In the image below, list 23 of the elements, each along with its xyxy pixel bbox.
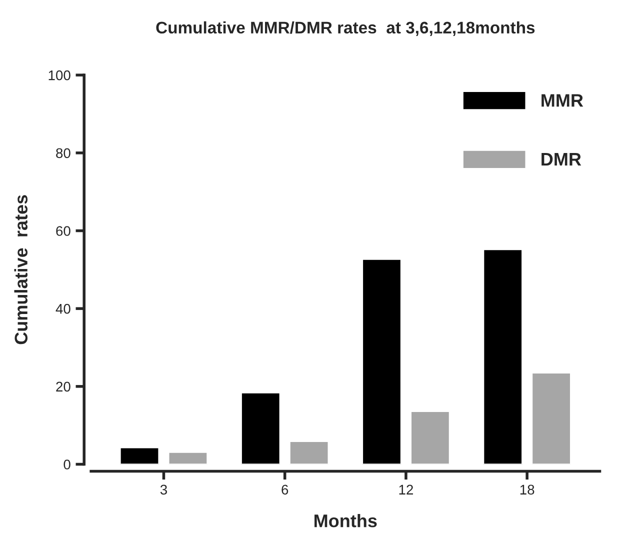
y-tick-label: 100 bbox=[48, 70, 70, 80]
x-tick-label: 6 bbox=[282, 484, 288, 495]
y-axis-title: Cumulative rates bbox=[14, 195, 28, 344]
x-tick-label: 12 bbox=[399, 484, 413, 494]
bar bbox=[482, 248, 523, 464]
bar bbox=[531, 372, 572, 464]
x-tick-label: 3 bbox=[160, 484, 167, 495]
y-tick-label: 20 bbox=[56, 382, 70, 392]
bar bbox=[168, 452, 208, 464]
chart-title: Cumulative MMR/DMR rates at 3,6,12,18months bbox=[156, 21, 535, 36]
y-tick-label: 80 bbox=[56, 148, 70, 158]
legend-label: MMR bbox=[542, 94, 584, 107]
y-tick-label: 60 bbox=[56, 226, 70, 236]
y-tick-label: 0 bbox=[64, 460, 70, 470]
x-axis-title: Months bbox=[314, 514, 377, 528]
legend-label: DMR bbox=[542, 153, 582, 166]
bar bbox=[362, 258, 402, 464]
bar bbox=[288, 440, 330, 464]
bar bbox=[119, 446, 160, 464]
x-tick-label: 18 bbox=[520, 484, 534, 495]
bar bbox=[240, 392, 281, 464]
y-tick-label: 40 bbox=[56, 304, 70, 314]
bar bbox=[410, 410, 450, 464]
